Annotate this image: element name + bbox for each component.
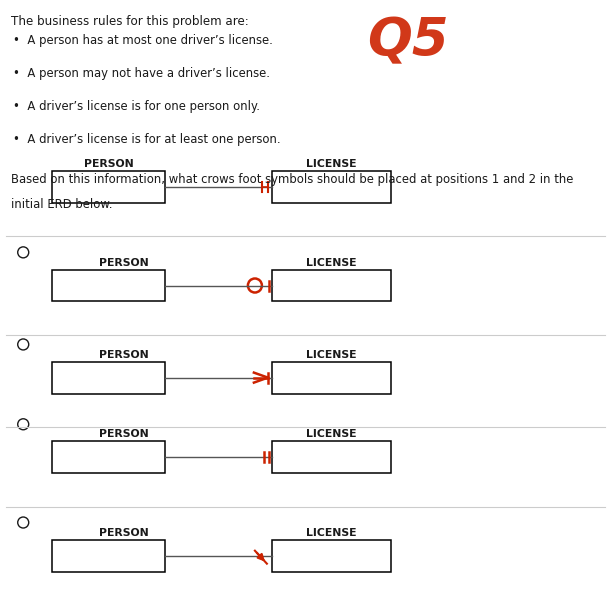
Text: LICENSE: LICENSE	[306, 159, 357, 169]
Text: initial ERD below.: initial ERD below.	[11, 198, 112, 211]
Bar	[52, 171, 165, 203]
Bar	[272, 441, 391, 473]
Bar	[52, 441, 165, 473]
Text: LICENSE: LICENSE	[306, 429, 357, 440]
Text: PERSON: PERSON	[99, 349, 148, 360]
Text: •  A person has at most one driver’s license.: • A person has at most one driver’s lice…	[13, 34, 273, 47]
Text: PERSON: PERSON	[84, 159, 133, 169]
Bar	[272, 362, 391, 394]
Bar	[272, 270, 391, 301]
Text: LICENSE: LICENSE	[306, 257, 357, 268]
Text: Q5: Q5	[367, 15, 448, 68]
Bar	[52, 540, 165, 572]
Text: PERSON: PERSON	[99, 257, 148, 268]
Text: LICENSE: LICENSE	[306, 349, 357, 360]
Bar	[272, 171, 391, 203]
Text: LICENSE: LICENSE	[306, 527, 357, 538]
Text: The business rules for this problem are:: The business rules for this problem are:	[11, 15, 249, 28]
Bar	[52, 270, 165, 301]
Bar	[272, 540, 391, 572]
Text: PERSON: PERSON	[99, 429, 148, 440]
Text: •  A person may not have a driver’s license.: • A person may not have a driver’s licen…	[13, 67, 271, 80]
Text: •  A driver’s license is for one person only.: • A driver’s license is for one person o…	[13, 100, 260, 113]
Bar	[52, 362, 165, 394]
Text: •  A driver’s license is for at least one person.: • A driver’s license is for at least one…	[13, 133, 281, 146]
Text: PERSON: PERSON	[99, 527, 148, 538]
Text: Based on this information, what crows foot symbols should be placed at positions: Based on this information, what crows fo…	[11, 173, 573, 185]
